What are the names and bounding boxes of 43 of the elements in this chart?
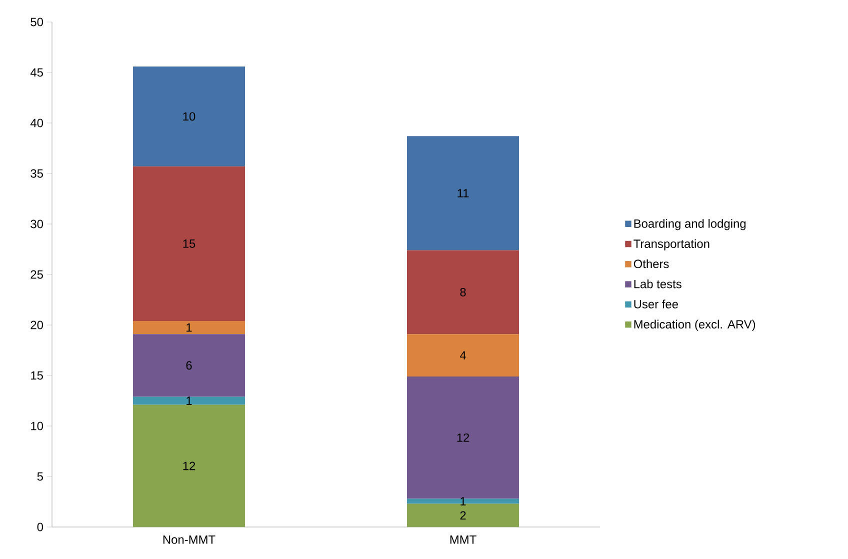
legend-label: Lab tests (634, 280, 682, 288)
bar (133, 404, 246, 527)
x-tick-label: Non-MMT (163, 536, 216, 544)
y-tick-label: 40 (30, 118, 44, 128)
data-label: 11 (458, 189, 469, 198)
y-tick-label: 20 (30, 320, 44, 330)
y-tick-label: 45 (30, 68, 43, 77)
legend-label: User fee (634, 300, 678, 308)
bar (407, 498, 520, 504)
data-label: 1 (186, 396, 192, 405)
y-tick-label: 25 (30, 270, 43, 279)
data-label: 8 (460, 288, 466, 296)
bar (133, 66, 246, 166)
y-tick-label: 50 (30, 18, 44, 26)
legend-label: Boarding and lodging (634, 219, 746, 230)
y-tick-label: 35 (30, 169, 43, 178)
data-label: 4 (460, 351, 466, 360)
bar (133, 166, 246, 321)
data-label: 2 (460, 511, 466, 520)
bar (407, 136, 520, 250)
bar (133, 396, 246, 405)
y-tick-label: 5 (37, 472, 43, 481)
data-label: 15 (183, 240, 196, 248)
y-tick-label: 30 (30, 220, 44, 228)
data-label: 10 (183, 112, 196, 121)
legend-label: Medication (excl. ARV) (634, 320, 756, 331)
legend-label: Others (634, 259, 669, 268)
x-tick-label: MMT (450, 536, 476, 544)
bar (407, 504, 520, 527)
bar (133, 320, 246, 334)
y-tick-label: 15 (31, 371, 43, 380)
legend-label: Transportation (634, 239, 710, 250)
bar (407, 334, 520, 377)
data-label: 6 (186, 361, 192, 370)
y-tick-label: 10 (31, 422, 44, 430)
data-label: 12 (457, 433, 470, 442)
bar (407, 250, 520, 334)
bar (133, 334, 246, 397)
data-label: 1 (460, 497, 466, 506)
data-label: 12 (183, 462, 196, 470)
bar (407, 376, 520, 499)
data-label: 1 (186, 323, 192, 332)
y-tick-label: 0 (37, 522, 44, 532)
